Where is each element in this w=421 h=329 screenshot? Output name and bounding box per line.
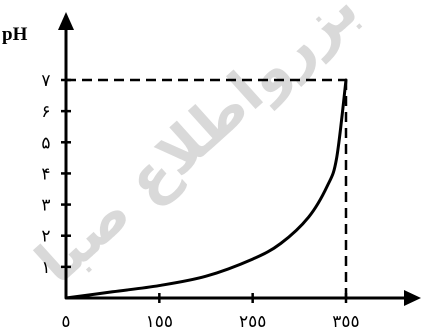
x-axis-arrow bbox=[404, 290, 421, 306]
x-tick-label: ٣٥٥ bbox=[332, 312, 359, 329]
y-axis-arrow bbox=[58, 12, 74, 30]
series-layer bbox=[64, 78, 348, 300]
reference-lines bbox=[66, 78, 348, 298]
y-tick-label: ۴ bbox=[41, 164, 50, 184]
y-tick-label: ١ bbox=[41, 258, 50, 278]
x-tick-label: ٥ bbox=[61, 312, 70, 329]
ticks: ١ ٢ ٣ ۴ ۵ ۶ ٧ ٥ ١٥٥ ٢٥٥ ٣٥٥ bbox=[41, 71, 359, 329]
y-tick-label: ٢ bbox=[41, 227, 50, 247]
y-tick-label: ٧ bbox=[41, 71, 50, 91]
y-tick-label: ٣ bbox=[41, 196, 50, 216]
x-tick-label: ١٥٥ bbox=[146, 312, 173, 329]
y-tick-label: ۶ bbox=[41, 102, 50, 122]
x-tick-label: ٢٥٥ bbox=[239, 312, 266, 329]
titration-curve bbox=[64, 78, 348, 300]
watermark: بزرواطلاع صبا bbox=[23, 0, 372, 297]
axes bbox=[58, 12, 421, 306]
watermark-text: بزرواطلاع صبا bbox=[23, 0, 372, 297]
y-axis-label: pH bbox=[2, 24, 28, 45]
y-tick-label: ۵ bbox=[41, 133, 50, 153]
